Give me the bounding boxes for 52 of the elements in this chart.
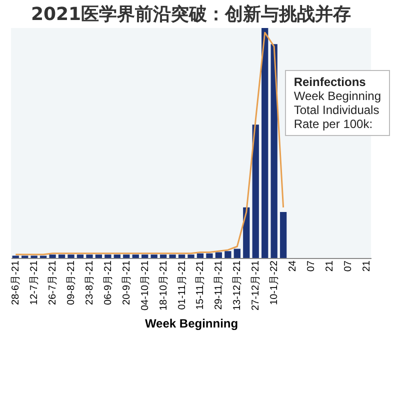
x-tick-label: 20-9月-21 bbox=[121, 260, 132, 305]
x-tick-label: 26-7月-21 bbox=[48, 260, 59, 305]
bar bbox=[132, 254, 139, 258]
x-tick-label: 12-7月-21 bbox=[29, 260, 40, 305]
x-tick-label: 10-1月-22 bbox=[269, 260, 280, 305]
bar bbox=[188, 254, 194, 258]
bar bbox=[196, 253, 204, 258]
x-tick-label: 13-12月-21 bbox=[232, 260, 244, 311]
x-axis-title: Week Beginning bbox=[144, 316, 238, 331]
x-tick-label: 29-11月-21 bbox=[214, 260, 225, 310]
x-tick-label: 09-8月-21 bbox=[66, 260, 77, 305]
bar bbox=[86, 254, 93, 258]
x-tick-label: 07 bbox=[306, 260, 317, 272]
x-tick-label: 01-11月-21 bbox=[176, 260, 188, 310]
bar bbox=[234, 248, 240, 258]
bar bbox=[169, 254, 176, 258]
x-tick-label: 21 bbox=[324, 260, 336, 272]
x-tick-label: 04-10月-21 bbox=[140, 260, 151, 311]
bar bbox=[142, 254, 148, 258]
bar bbox=[95, 254, 102, 258]
x-tick-label: 28-6月-21 bbox=[10, 260, 22, 305]
bar bbox=[150, 254, 158, 258]
annotation: Reinfections bbox=[294, 75, 367, 89]
annotation: Week Beginning bbox=[294, 89, 381, 103]
bar bbox=[262, 28, 268, 258]
bar bbox=[104, 254, 112, 258]
bar bbox=[76, 254, 84, 258]
x-tick-label: 07 bbox=[342, 260, 354, 272]
bar bbox=[114, 254, 120, 258]
annotation: Total Individuals bbox=[294, 103, 380, 117]
bar bbox=[123, 254, 130, 258]
chart-title: 2021医学界前沿突破：创新与挑战并存 bbox=[30, 4, 352, 25]
bar bbox=[280, 212, 287, 258]
annotation: Rate per 100k: bbox=[294, 117, 374, 131]
bar bbox=[160, 254, 167, 258]
x-tick-label: 27-12月-21 bbox=[250, 260, 262, 311]
x-tick-label: 23-8月-21 bbox=[84, 260, 96, 305]
bar bbox=[49, 254, 56, 258]
bar bbox=[252, 124, 259, 258]
bar bbox=[270, 44, 278, 258]
bar bbox=[224, 251, 232, 258]
bar bbox=[58, 254, 66, 258]
x-tick-label: 15-11月-21 bbox=[195, 260, 206, 310]
bar bbox=[206, 253, 213, 258]
x-tick-label: 18-10月-21 bbox=[158, 260, 170, 311]
bar bbox=[178, 254, 186, 258]
bar bbox=[215, 252, 222, 258]
x-tick-label: 06-9月-21 bbox=[102, 260, 114, 305]
bar bbox=[243, 207, 250, 258]
x-tick-label: 24 bbox=[288, 260, 299, 272]
x-tick-label: 21 bbox=[361, 260, 372, 272]
bar bbox=[68, 254, 74, 258]
